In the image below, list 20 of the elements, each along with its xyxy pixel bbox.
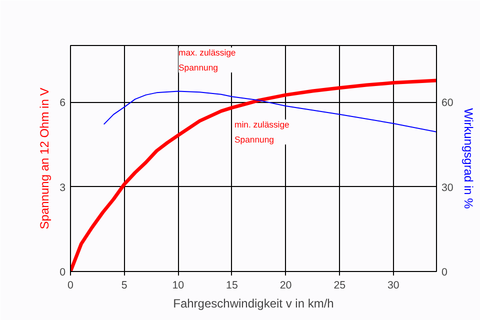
x-tick-label: 20 [280,280,292,292]
y2-tick-label: 0 [442,266,448,278]
y2-tick-label: 30 [442,182,454,194]
x-tick-label: 0 [68,280,74,292]
x-tick-label: 10 [172,280,184,292]
y2-axis-title: Wirkungsgrad in % [461,108,476,210]
x-tick-label: 30 [388,280,400,292]
x-tick-label: 25 [334,280,346,292]
line-series [70,78,436,272]
y-tick-label: 3 [60,182,66,194]
y-tick-label: 6 [60,97,66,109]
x-tick-label: 15 [226,280,238,292]
annotation: min. zulässige Spannung [234,120,290,144]
y-tick-label: 0 [60,266,66,278]
x-tick-label: 5 [121,280,128,292]
y2-tick-label: 60 [442,97,454,109]
annotation: max. zulässige Spannung [178,48,236,72]
y-axis-title: Spannung an 12 Ohm in V [38,88,52,230]
x-axis-title: Fahrgeschwindigkeit v in km/h [173,296,334,310]
line-series [103,90,436,132]
